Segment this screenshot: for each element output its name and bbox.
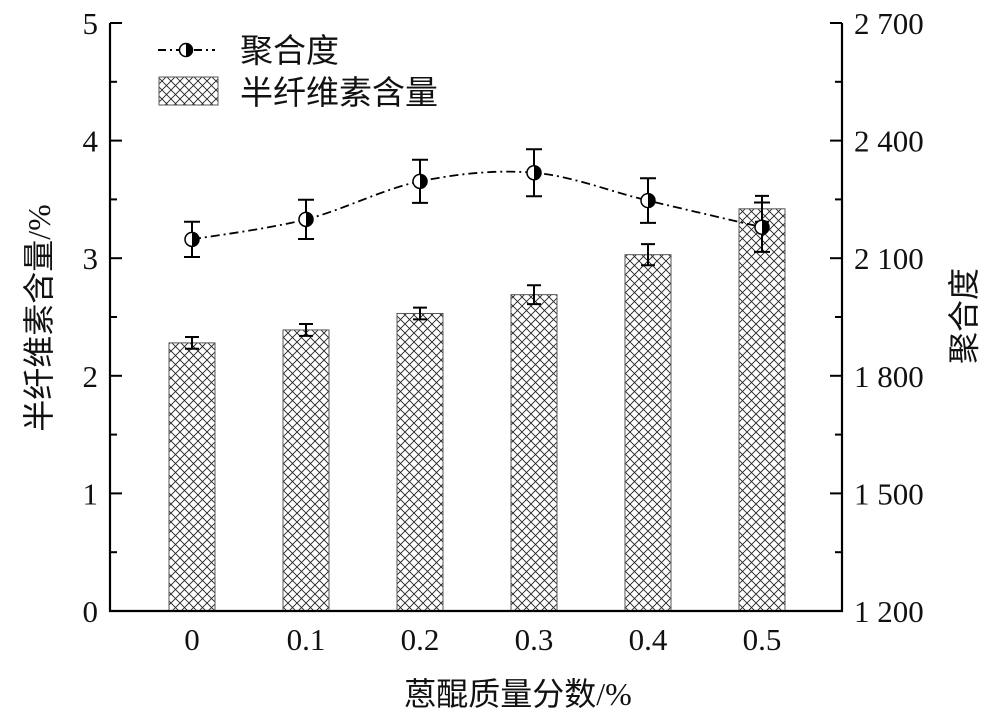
bar [282,329,330,612]
bar-error-bar [413,306,427,321]
bar [738,208,786,612]
y-left-tick-label: 4 [83,124,99,159]
bars-layer [168,194,786,612]
axis-frame [108,23,844,613]
legend-hatch-swatch [158,76,219,106]
y-right-tick-label: 2 400 [854,124,924,159]
x-tick-label: 0.1 [287,622,326,657]
bar-error-bar [299,323,313,337]
x-tick-label: 0.2 [401,622,440,657]
y-left-tick-label: 0 [83,594,99,629]
x-tick-label: 0.4 [629,622,668,657]
y-right-tick-label: 2 700 [854,6,924,41]
bar-error-bar [185,335,199,350]
y-axis-left-title: 半纤维素含量/% [21,204,57,432]
x-tick-label: 0.3 [515,622,554,657]
bar [396,312,444,612]
legend-label-dp: 聚合度 [240,33,339,70]
bar-error-bar [641,243,655,267]
dp-point-fill [192,232,200,247]
dp-point-fill [534,165,542,180]
y-right-tick-label: 1 800 [854,359,924,394]
dp-series-line [191,170,763,241]
y-right-tick-label: 1 200 [854,594,924,629]
bar [624,254,672,612]
legend-marker-icon [178,42,194,58]
dp-point-fill [648,193,656,208]
legend: 聚合度 半纤维素含量 [158,33,438,112]
dp-point-fill [762,220,769,235]
y-axis-right-title: 聚合度 [946,268,982,364]
y-left-tick-label: 5 [83,6,99,41]
bar [510,294,558,612]
y-left-tick-label: 2 [83,359,99,394]
y-left-tick-label: 3 [83,241,99,276]
y-left-tick-label: 1 [83,476,99,511]
x-tick-label: 0.5 [743,622,782,657]
legend-label-hemicellulose: 半纤维素含量 [240,75,438,112]
x-axis-title: 蒽醌质量分数/% [404,676,632,712]
dp-point-fill [420,174,428,189]
bar-error-bar [527,284,541,306]
y-right-tick-label: 2 100 [854,241,924,276]
line-layer [184,148,770,259]
x-tick-label: 0 [184,622,200,657]
y-right-tick-label: 1 500 [854,476,924,511]
axes-layer: 0 1 2 3 4 5 1 200 1 500 1 800 2 100 2 400 2 700 0 0.1… [83,6,924,657]
bar [168,342,216,612]
dp-point-fill [306,212,313,227]
